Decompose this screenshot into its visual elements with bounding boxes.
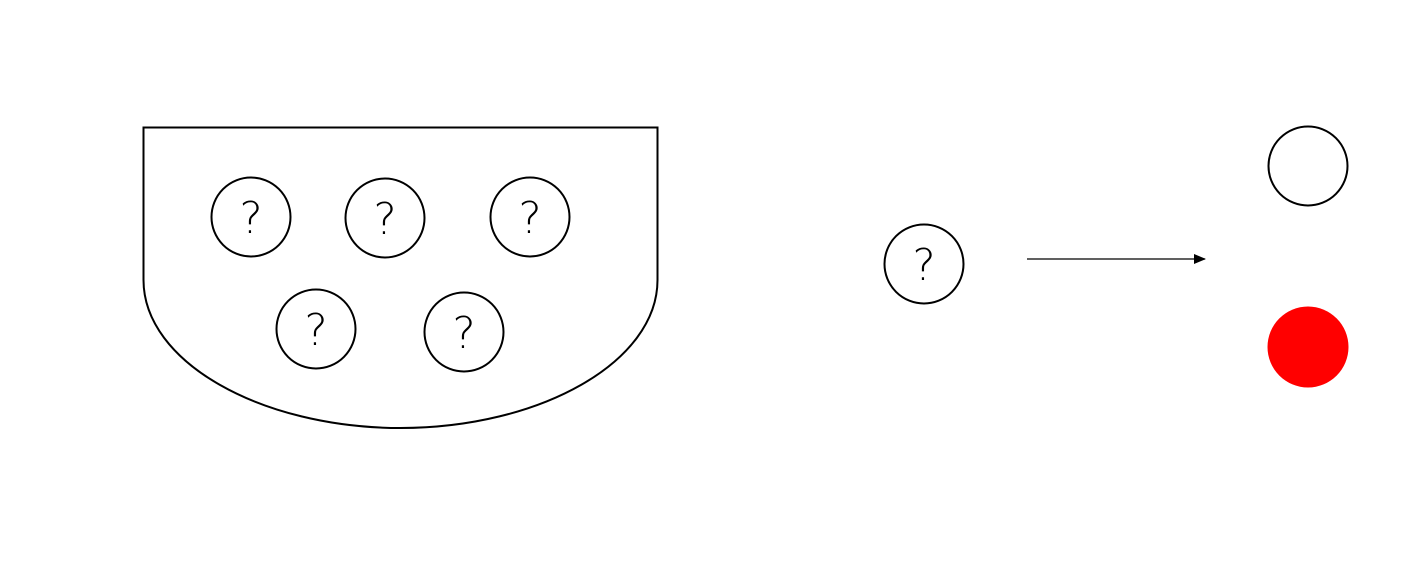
bowl-ball: ? [489,176,571,258]
white-ball-outcome [1267,125,1349,207]
unknown-mark: ? [518,193,541,244]
bowl-ball: ? [344,177,426,259]
unknown-mark: ? [304,305,327,356]
red-ball-outcome [1267,306,1349,388]
bowl [142,126,659,430]
bowl-ball: ? [423,291,505,373]
bowl-ball: ? [210,176,292,258]
unknown-mark: ? [452,308,475,359]
drawn-ball: ? [883,223,965,305]
unknown-mark: ? [912,240,935,291]
bowl-ball: ? [275,288,357,370]
unknown-mark: ? [373,194,396,245]
unknown-mark: ? [239,193,262,244]
